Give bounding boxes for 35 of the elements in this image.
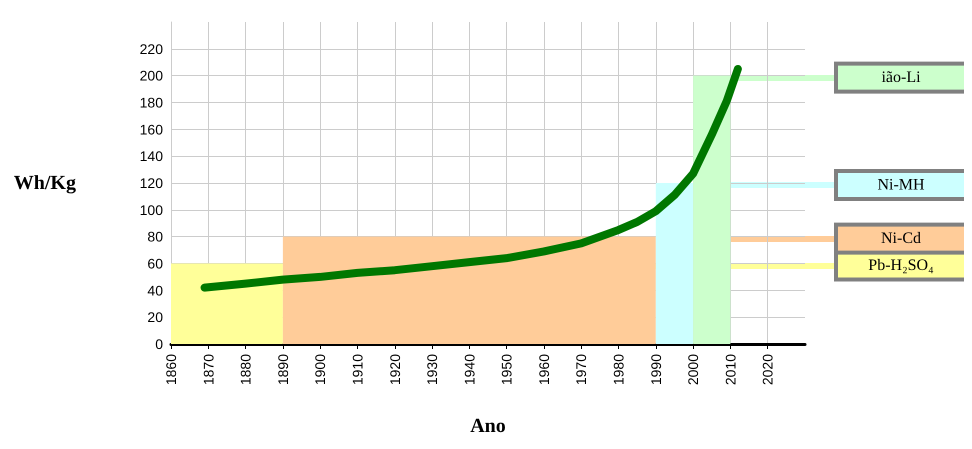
x-tick-label: 1960 xyxy=(536,354,552,386)
y-tick-label: 20 xyxy=(147,309,164,326)
x-tick-label: 1870 xyxy=(200,354,216,386)
x-tick-label: 1970 xyxy=(573,354,590,386)
y-tick-label: 120 xyxy=(140,175,164,191)
x-tick-label: 1950 xyxy=(498,354,515,386)
text: ião-Li xyxy=(881,69,922,86)
y-tick-label: 200 xyxy=(140,68,164,84)
x-tick-label: 1910 xyxy=(349,354,366,386)
x-tick-label: 1900 xyxy=(312,354,328,386)
y-tick-label: 220 xyxy=(140,40,164,57)
x-tick-label: 1930 xyxy=(424,354,440,386)
y-tick-label: 0 xyxy=(155,336,164,352)
x-tick-label: 2020 xyxy=(760,354,776,386)
y-tick-label: 80 xyxy=(147,228,164,245)
text: Ni-Cd xyxy=(881,230,921,248)
x-tick-label: 1980 xyxy=(610,354,627,386)
y-tick-label: 100 xyxy=(140,202,164,218)
y-tick-label: 180 xyxy=(140,94,164,110)
x-tick-label: 1860 xyxy=(163,354,179,386)
text: Ni-MH xyxy=(877,176,925,194)
x-tick-label: 1920 xyxy=(386,354,403,386)
x-tick-label: 1880 xyxy=(238,354,254,386)
x-tick-label: 2000 xyxy=(685,354,702,386)
y-tick-label: 40 xyxy=(147,282,164,298)
x-tick-label: 1940 xyxy=(461,354,478,386)
x-tick-label: 1990 xyxy=(648,354,664,386)
x-axis-title: Ano xyxy=(470,415,506,437)
y-tick-label: 60 xyxy=(147,256,164,272)
x-tick-label: 2010 xyxy=(722,354,738,386)
y-tick-label: 160 xyxy=(140,121,164,138)
x-tick-label: 1890 xyxy=(274,354,291,386)
y-axis-title: Wh/Kg xyxy=(14,172,76,194)
y-tick-label: 140 xyxy=(140,148,164,164)
text: Pb-H₂SO₄ xyxy=(868,257,934,274)
